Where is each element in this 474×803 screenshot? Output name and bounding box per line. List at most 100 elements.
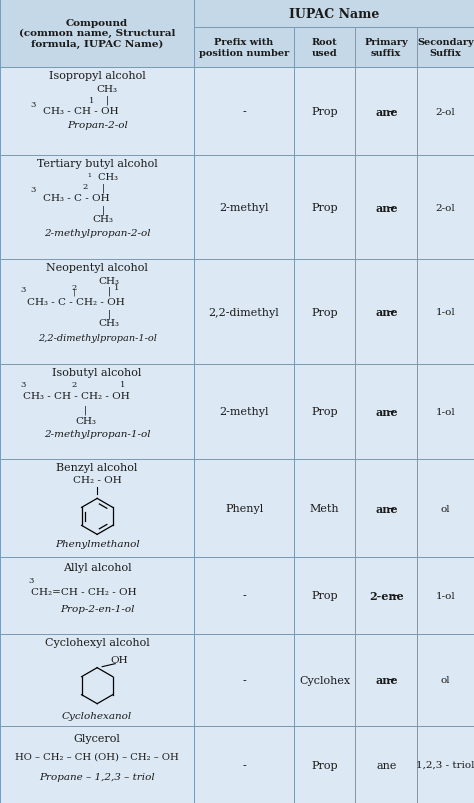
Bar — [356, 634, 417, 726]
Text: 2-methylpropan-2-ol: 2-methylpropan-2-ol — [44, 229, 150, 238]
Text: 2: 2 — [71, 380, 76, 388]
Bar — [194, 260, 294, 364]
Text: ane: ane — [375, 503, 398, 514]
Text: 2-ol: 2-ol — [436, 204, 456, 213]
Text: 2,2-dimethyl: 2,2-dimethyl — [209, 307, 280, 317]
Bar — [356, 157, 417, 260]
Text: 2-ol: 2-ol — [436, 108, 456, 116]
Text: CH₂=CH - CH₂ - OH: CH₂=CH - CH₂ - OH — [31, 588, 137, 597]
Text: CH₃: CH₃ — [99, 319, 119, 328]
Text: CH₃ - CH - CH₂ - OH: CH₃ - CH - CH₂ - OH — [23, 392, 130, 401]
Text: ol: ol — [441, 675, 450, 685]
Bar — [356, 28, 417, 68]
Text: ¹  CH₃: ¹ CH₃ — [88, 173, 118, 181]
Text: Propan-2-ol: Propan-2-ol — [67, 121, 128, 130]
Text: ane: ane — [376, 760, 396, 769]
Bar — [417, 557, 474, 634]
Bar — [0, 460, 194, 557]
Text: 1: 1 — [89, 97, 94, 105]
Text: Isopropyl alcohol: Isopropyl alcohol — [49, 71, 146, 81]
Text: 2-methylpropan-1-ol: 2-methylpropan-1-ol — [44, 430, 150, 438]
Text: 2-ene: 2-ene — [369, 590, 404, 601]
Text: ane: ane — [375, 107, 398, 117]
Bar — [356, 557, 417, 634]
Bar — [0, 68, 194, 157]
Text: 1,2,3 - triol: 1,2,3 - triol — [416, 760, 474, 769]
Text: |: | — [84, 406, 87, 415]
Bar — [417, 68, 474, 157]
Bar — [194, 68, 294, 157]
Bar — [194, 364, 294, 460]
Bar — [194, 28, 294, 68]
Bar — [356, 726, 417, 803]
Bar — [0, 726, 194, 803]
Text: OH: OH — [110, 655, 128, 664]
Text: |: | — [108, 287, 111, 296]
Text: CH₃: CH₃ — [93, 214, 114, 223]
Text: CH₂ - OH: CH₂ - OH — [73, 475, 121, 484]
Text: Neopentyl alcohol: Neopentyl alcohol — [46, 263, 148, 273]
Text: Tertiary butyl alcohol: Tertiary butyl alcohol — [37, 159, 157, 169]
Bar — [294, 726, 356, 803]
Text: -: - — [242, 760, 246, 769]
Text: Cyclohexyl alcohol: Cyclohexyl alcohol — [45, 637, 149, 647]
Bar — [294, 28, 356, 68]
Text: Phenyl: Phenyl — [225, 503, 263, 513]
Text: Propane – 1,2,3 – triol: Propane – 1,2,3 – triol — [39, 772, 155, 781]
Text: Prop: Prop — [311, 760, 338, 769]
Text: 3: 3 — [30, 186, 36, 194]
Bar — [356, 260, 417, 364]
Text: 1-ol: 1-ol — [436, 591, 456, 600]
Text: 1: 1 — [114, 284, 119, 292]
Text: ane: ane — [375, 406, 398, 418]
Bar — [294, 557, 356, 634]
Text: CH₃: CH₃ — [99, 276, 119, 286]
Bar — [417, 460, 474, 557]
Text: -: - — [242, 590, 246, 601]
Bar — [417, 364, 474, 460]
Bar — [0, 557, 194, 634]
Bar — [194, 157, 294, 260]
Text: Benzyl alcohol: Benzyl alcohol — [56, 463, 138, 473]
Text: Prop: Prop — [311, 407, 338, 417]
Bar — [356, 364, 417, 460]
Text: -: - — [242, 107, 246, 117]
Bar — [0, 260, 194, 364]
Text: CH₃: CH₃ — [97, 85, 118, 95]
Bar — [294, 634, 356, 726]
Text: IUPAC Name: IUPAC Name — [289, 7, 379, 20]
Text: 1: 1 — [120, 380, 125, 388]
Text: HO – CH₂ – CH (OH) – CH₂ – OH: HO – CH₂ – CH (OH) – CH₂ – OH — [15, 752, 179, 760]
Text: 3: 3 — [30, 101, 36, 109]
Bar — [294, 460, 356, 557]
Text: CH₃: CH₃ — [75, 417, 96, 426]
Text: ane: ane — [375, 307, 398, 318]
Bar — [194, 634, 294, 726]
Text: ane: ane — [375, 675, 398, 686]
Text: 1-ol: 1-ol — [436, 407, 456, 417]
Text: 1-ol: 1-ol — [436, 308, 456, 316]
Text: Prop: Prop — [311, 307, 338, 317]
Bar — [417, 260, 474, 364]
Text: 2: 2 — [83, 183, 88, 191]
Bar — [194, 460, 294, 557]
Text: |: | — [106, 95, 109, 104]
Bar — [294, 68, 356, 157]
Text: Root
used: Root used — [312, 39, 337, 58]
Text: Allyl alcohol: Allyl alcohol — [63, 562, 131, 572]
Bar — [0, 634, 194, 726]
Text: Prop-2-en-1-ol: Prop-2-en-1-ol — [60, 605, 135, 613]
Bar — [0, 157, 194, 260]
Text: Cyclohexanol: Cyclohexanol — [62, 711, 132, 720]
Text: CH₃ - C - OH: CH₃ - C - OH — [43, 194, 109, 202]
Bar — [417, 157, 474, 260]
Text: ol: ol — [441, 504, 450, 513]
Text: 2: 2 — [71, 284, 76, 292]
Bar — [417, 726, 474, 803]
Text: Phenylmethanol: Phenylmethanol — [55, 539, 139, 548]
Text: 3: 3 — [21, 380, 26, 388]
Text: Isobutyl alcohol: Isobutyl alcohol — [53, 367, 142, 377]
Text: 2,2-dimethylpropan-1-ol: 2,2-dimethylpropan-1-ol — [38, 333, 156, 343]
Text: Meth: Meth — [310, 503, 339, 513]
Text: Prop: Prop — [311, 107, 338, 117]
